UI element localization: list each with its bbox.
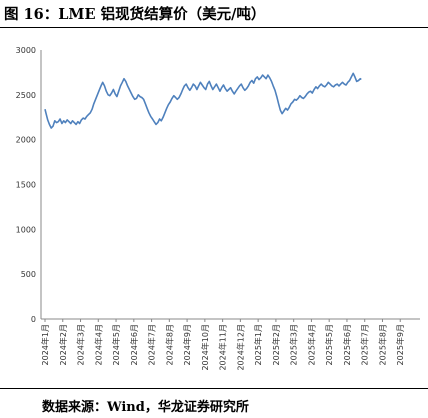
series-line — [44, 72, 362, 129]
source-note: 数据来源：Wind，华龙证券研究所 — [42, 400, 249, 415]
x-tick-label: 2024年5月 — [111, 324, 121, 365]
y-tick-label: 1500 — [16, 181, 36, 190]
x-tick-label: 2024年1月 — [40, 324, 50, 365]
x-tick-label: 2025年1月 — [253, 324, 263, 365]
chart-axes — [40, 50, 420, 320]
x-tick-label: 2024年9月 — [182, 324, 192, 365]
x-tick-label: 2024年12月 — [235, 324, 245, 371]
x-tick-label: 2025年8月 — [377, 324, 387, 365]
y-tick-label: 2000 — [16, 136, 36, 145]
y-tick-label: 500 — [21, 270, 36, 279]
y-tick-label: 2500 — [16, 91, 36, 100]
x-tick-label: 2024年11月 — [218, 324, 228, 371]
title-underline — [0, 27, 428, 28]
y-tick-label: 3000 — [16, 46, 36, 55]
x-tick-label: 2025年6月 — [342, 324, 352, 365]
figure-title: 图 16：LME 铝现货结算价（美元/吨） — [4, 6, 266, 23]
x-tick-label: 2025年9月 — [395, 324, 405, 365]
x-tick-label: 2024年4月 — [93, 324, 103, 365]
y-tick-label: 0 — [31, 315, 36, 324]
x-tick-label: 2024年6月 — [129, 324, 139, 365]
x-tick-label: 2025年3月 — [289, 324, 299, 365]
y-tick-label: 1000 — [16, 225, 36, 234]
x-tick-label: 2024年10月 — [200, 324, 210, 371]
x-tick-label: 2025年7月 — [360, 324, 370, 365]
x-tick-label: 2025年5月 — [324, 324, 334, 365]
x-tick-label: 2025年4月 — [306, 324, 316, 365]
x-tick-label: 2025年2月 — [271, 324, 281, 365]
x-tick-label: 2024年7月 — [147, 324, 157, 365]
x-tick-label: 2024年2月 — [58, 324, 68, 365]
source-rule — [0, 388, 428, 389]
x-tick-label: 2024年8月 — [164, 324, 174, 365]
x-tick-label: 2024年3月 — [76, 324, 86, 365]
y-axis-ticks: 0 500 1000 1500 2000 2500 3000 — [16, 46, 36, 324]
x-axis-ticks: 2024年1月 2024年2月 2024年3月 2024年4月 2024年5月 2024年… — [40, 319, 405, 371]
